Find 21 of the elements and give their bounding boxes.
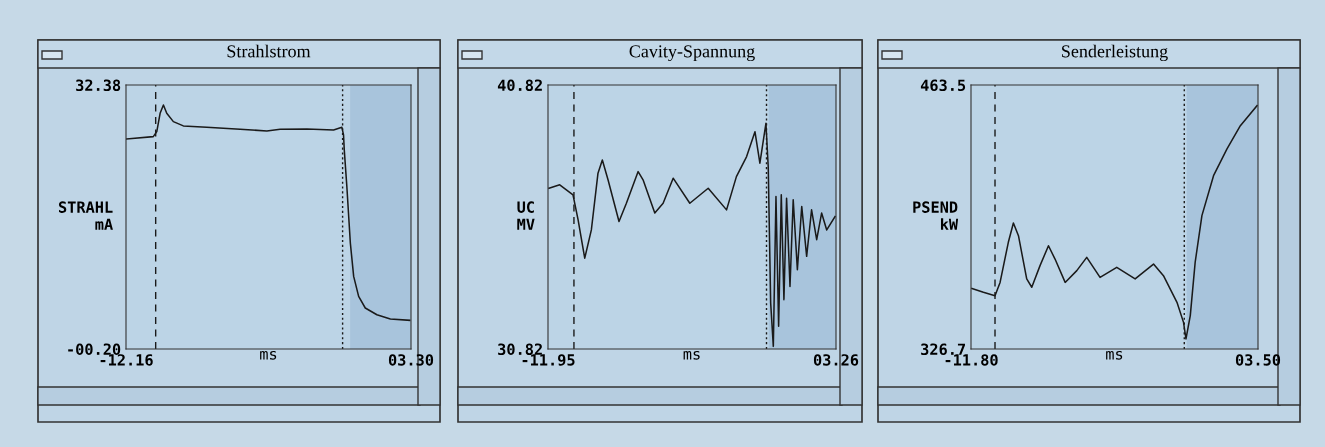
y-tick-label: 40.82 [497, 79, 542, 92]
x-tick-label: 03.50 [1235, 354, 1281, 366]
x-axis-title: ms [260, 350, 277, 360]
y-tick-label: 326.7 [921, 343, 965, 356]
y-tick-label: 463.5 [920, 79, 966, 92]
chart-title: Cavity-Spannung [629, 45, 755, 62]
x-tick-label: 03.30 [388, 354, 434, 366]
x-tick-label: 03.26 [813, 354, 859, 366]
chart-title: Strahlstrom [227, 44, 311, 58]
y-tick-label: -00.20 [68, 343, 121, 356]
y-tick-label: 32.38 [76, 79, 121, 92]
x-tick-label: -12.16 [100, 354, 153, 366]
y-tick-label: 30.82 [498, 343, 542, 356]
x-tick-label: -11.95 [522, 354, 575, 366]
x-axis-title: ms [683, 350, 700, 360]
y-axis-title: PSEND kW [913, 201, 959, 230]
x-axis-title: ms [1106, 350, 1123, 360]
y-axis-title: UC MV [517, 201, 535, 230]
y-axis-title: STRAHL mA [58, 201, 113, 230]
x-tick-label: -11.80 [945, 354, 998, 366]
chart-title: Senderleistung [1062, 44, 1168, 62]
